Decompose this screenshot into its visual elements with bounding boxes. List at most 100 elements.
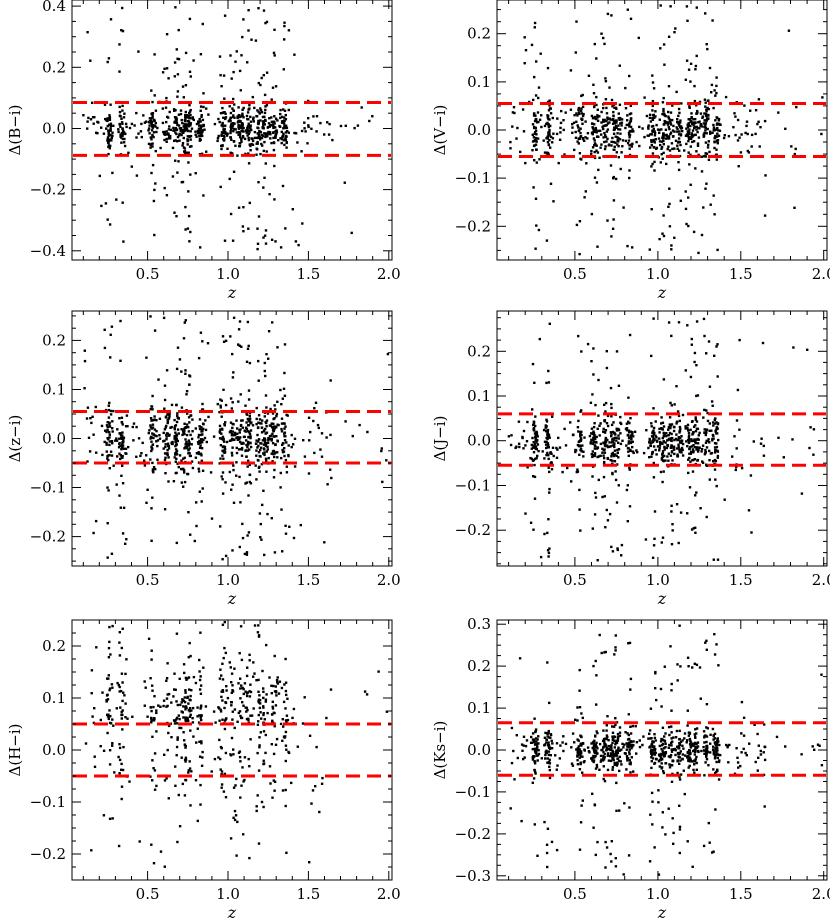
data-point bbox=[679, 665, 682, 668]
data-point bbox=[96, 132, 99, 135]
data-point bbox=[240, 345, 243, 348]
data-point bbox=[240, 716, 244, 720]
data-point bbox=[687, 434, 691, 437]
data-point bbox=[679, 119, 682, 122]
data-point bbox=[177, 28, 180, 32]
data-point bbox=[655, 439, 659, 442]
data-point bbox=[201, 422, 205, 425]
data-point bbox=[94, 519, 98, 523]
data-point bbox=[733, 112, 736, 115]
data-point bbox=[605, 119, 608, 123]
data-point bbox=[166, 421, 169, 425]
data-point bbox=[696, 741, 700, 744]
data-point bbox=[306, 142, 309, 145]
data-point bbox=[688, 163, 691, 166]
data-point bbox=[179, 703, 182, 707]
data-point bbox=[143, 704, 146, 707]
data-point bbox=[631, 128, 634, 131]
data-point bbox=[175, 132, 178, 136]
data-point bbox=[550, 468, 554, 471]
data-point bbox=[246, 134, 249, 137]
data-point bbox=[254, 464, 257, 467]
data-point bbox=[262, 443, 266, 446]
data-point bbox=[163, 407, 166, 410]
data-point bbox=[151, 133, 154, 137]
data-point bbox=[123, 694, 126, 697]
data-point bbox=[603, 456, 606, 460]
data-point bbox=[111, 427, 114, 430]
data-point bbox=[285, 441, 288, 444]
data-point bbox=[185, 125, 188, 128]
data-point bbox=[711, 439, 714, 442]
data-point bbox=[232, 127, 236, 131]
data-point bbox=[665, 432, 668, 435]
data-point bbox=[323, 133, 326, 136]
data-point bbox=[174, 448, 178, 451]
data-point bbox=[242, 206, 245, 209]
data-point bbox=[674, 27, 677, 30]
data-point bbox=[234, 60, 237, 63]
data-point bbox=[549, 182, 553, 185]
data-point bbox=[558, 446, 562, 449]
data-point bbox=[697, 136, 701, 139]
data-point bbox=[593, 452, 597, 455]
data-point bbox=[273, 28, 276, 31]
data-point bbox=[212, 435, 216, 438]
data-point bbox=[280, 456, 283, 460]
data-point bbox=[601, 451, 604, 454]
data-point bbox=[258, 698, 262, 702]
data-point bbox=[763, 723, 766, 726]
data-point bbox=[717, 778, 721, 781]
data-point bbox=[234, 144, 237, 147]
data-point bbox=[595, 131, 598, 134]
data-point bbox=[256, 140, 259, 144]
data-point bbox=[716, 375, 719, 378]
data-point bbox=[119, 133, 122, 136]
data-point bbox=[735, 747, 738, 750]
data-point bbox=[293, 437, 297, 440]
data-point bbox=[168, 110, 171, 114]
data-point bbox=[197, 356, 201, 360]
data-point bbox=[612, 128, 616, 132]
data-point bbox=[192, 735, 195, 738]
data-point bbox=[235, 131, 238, 134]
y-tick-label: −0.1 bbox=[30, 793, 66, 811]
data-point bbox=[174, 765, 177, 768]
data-point bbox=[713, 418, 716, 422]
data-point bbox=[283, 124, 286, 127]
data-point bbox=[611, 438, 614, 441]
data-point bbox=[175, 453, 179, 456]
data-point bbox=[654, 138, 657, 141]
data-point bbox=[615, 749, 618, 752]
data-point bbox=[592, 137, 596, 140]
data-point bbox=[662, 435, 665, 438]
data-point bbox=[201, 118, 205, 122]
data-point bbox=[690, 438, 693, 441]
data-point bbox=[653, 141, 656, 144]
data-point bbox=[107, 416, 111, 419]
data-point bbox=[268, 131, 272, 134]
data-point bbox=[175, 541, 178, 545]
data-point bbox=[259, 536, 262, 539]
data-point bbox=[583, 196, 586, 199]
data-point bbox=[576, 468, 579, 471]
data-point bbox=[715, 426, 718, 429]
data-point bbox=[265, 71, 269, 74]
data-point bbox=[189, 230, 192, 234]
data-point bbox=[233, 809, 237, 813]
data-point bbox=[202, 666, 205, 669]
data-point bbox=[220, 475, 223, 478]
data-point bbox=[627, 429, 631, 432]
data-point bbox=[669, 401, 672, 405]
data-point bbox=[578, 112, 581, 116]
data-point bbox=[692, 140, 696, 143]
data-point bbox=[713, 737, 716, 740]
data-point bbox=[237, 133, 240, 136]
data-point bbox=[806, 348, 809, 351]
data-point bbox=[223, 772, 227, 776]
data-point bbox=[702, 317, 706, 321]
data-point bbox=[667, 117, 671, 120]
data-point bbox=[534, 129, 538, 132]
data-point bbox=[245, 710, 248, 713]
data-point bbox=[651, 451, 654, 454]
